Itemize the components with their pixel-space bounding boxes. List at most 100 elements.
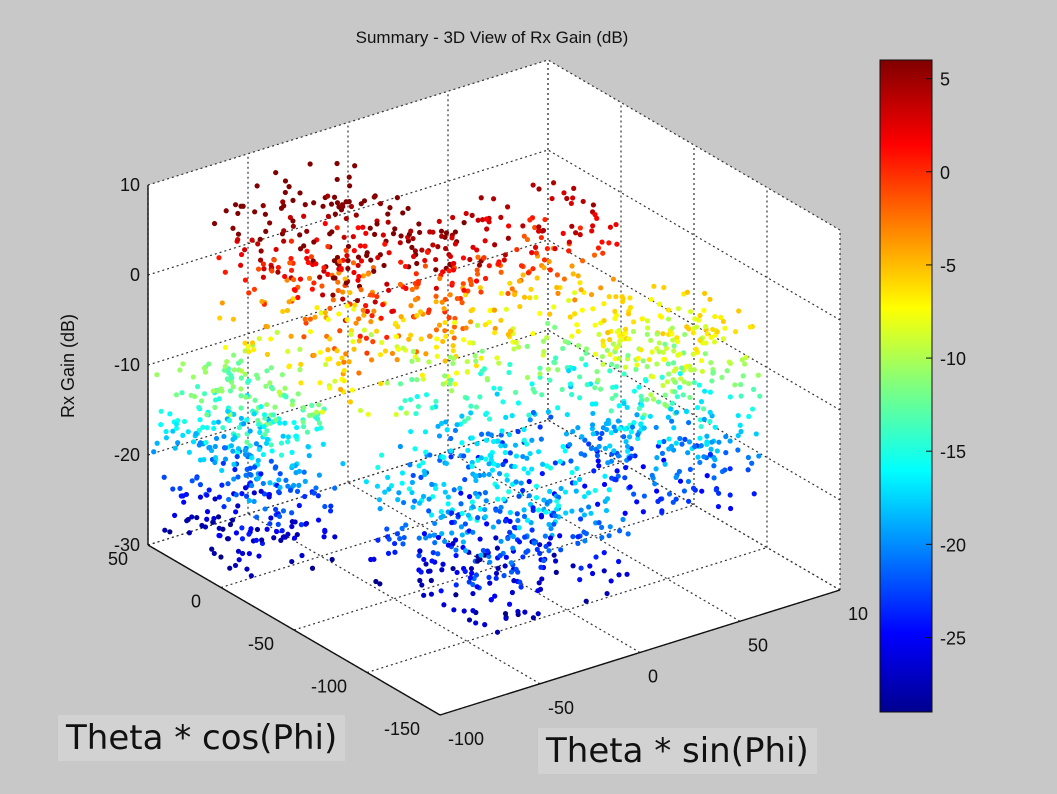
scatter-point xyxy=(591,468,597,474)
scatter-point xyxy=(204,509,211,515)
scatter-point xyxy=(238,358,244,364)
scatter-point xyxy=(361,312,367,318)
scatter-point xyxy=(606,294,612,300)
scatter-point xyxy=(327,336,333,342)
scatter-point xyxy=(536,186,542,192)
colorbar-ticks: 50-5-10-15-20-25 xyxy=(926,70,966,648)
scatter-point xyxy=(570,563,576,569)
scatter-point xyxy=(548,525,554,532)
scatter-point xyxy=(307,328,314,335)
scatter-point xyxy=(445,501,451,507)
scatter-point xyxy=(577,374,583,380)
scatter-point xyxy=(317,380,323,386)
scatter-point xyxy=(286,363,293,369)
scatter-point xyxy=(238,262,244,268)
scatter-point xyxy=(412,297,418,303)
x-tick-label: -150 xyxy=(384,719,420,739)
scatter-point xyxy=(260,451,266,458)
scatter-point xyxy=(537,424,543,430)
scatter-point xyxy=(470,590,476,597)
scatter-point xyxy=(557,458,563,465)
scatter-point xyxy=(414,260,420,267)
colorbar-tick-label: -10 xyxy=(940,349,966,369)
scatter-point xyxy=(230,384,236,390)
scatter-point xyxy=(708,446,714,452)
scatter-point xyxy=(742,361,748,367)
scatter-point xyxy=(533,294,539,300)
scatter-point xyxy=(638,347,644,353)
scatter-point xyxy=(230,225,236,231)
scatter-point xyxy=(303,520,310,527)
scatter-point xyxy=(257,257,264,263)
scatter-point xyxy=(409,489,415,496)
scatter-point xyxy=(263,228,269,235)
scatter-point xyxy=(718,314,724,320)
scatter-point xyxy=(294,424,300,431)
scatter-point xyxy=(221,367,228,373)
scatter-point xyxy=(571,365,577,372)
scatter-point xyxy=(676,468,683,475)
scatter-point xyxy=(397,536,403,542)
z-tick-label: 0 xyxy=(130,265,140,285)
scatter-point xyxy=(232,466,238,473)
scatter-point xyxy=(512,442,519,448)
scatter-point xyxy=(583,350,589,356)
scatter-point xyxy=(287,487,294,493)
scatter-point xyxy=(291,419,297,426)
scatter-point xyxy=(212,404,218,410)
scatter-point xyxy=(353,212,359,218)
scatter-point xyxy=(720,318,726,325)
scatter-point xyxy=(582,437,588,443)
scatter-point xyxy=(363,303,369,309)
scatter-point xyxy=(756,453,762,459)
scatter-point xyxy=(332,534,338,540)
scatter-point xyxy=(239,536,246,542)
scatter-point xyxy=(598,524,605,530)
scatter-point xyxy=(327,508,334,514)
scatter-point xyxy=(433,256,439,263)
scatter-point xyxy=(599,430,605,437)
scatter-point xyxy=(592,385,598,391)
scatter-point xyxy=(429,558,435,564)
scatter-point xyxy=(608,430,614,436)
scatter-point xyxy=(358,258,365,264)
scatter-point xyxy=(506,489,512,495)
scatter-point xyxy=(453,592,459,598)
scatter-point xyxy=(304,248,310,254)
scatter-point xyxy=(630,319,637,325)
scatter-point xyxy=(535,611,541,617)
scatter-point xyxy=(285,434,291,440)
scatter-point xyxy=(177,485,183,492)
scatter-point xyxy=(204,411,210,418)
scatter-point xyxy=(563,431,570,437)
scatter-point xyxy=(244,439,250,445)
z-tick-label: -10 xyxy=(114,355,140,375)
scatter-point xyxy=(340,461,346,467)
scatter-point xyxy=(738,393,744,399)
scatter-point xyxy=(357,407,364,414)
scatter-point xyxy=(541,497,547,503)
scatter-point xyxy=(564,411,570,418)
scatter-point xyxy=(557,533,563,539)
scatter-point xyxy=(552,246,558,252)
scatter-point xyxy=(732,382,738,388)
scatter-point xyxy=(606,487,612,493)
scatter-point xyxy=(500,399,506,405)
scatter-point xyxy=(358,201,364,207)
scatter-point xyxy=(577,577,583,583)
scatter-point xyxy=(598,285,604,291)
scatter-point xyxy=(431,532,437,538)
scatter-point xyxy=(647,413,653,419)
scatter-point xyxy=(541,257,548,263)
scatter-point xyxy=(360,273,366,279)
scatter-point xyxy=(677,384,683,390)
scatter-point xyxy=(505,235,511,241)
scatter-point xyxy=(419,372,426,378)
scatter-point xyxy=(494,545,500,551)
scatter-point xyxy=(586,504,592,510)
scatter-point xyxy=(707,296,713,302)
scatter-point xyxy=(432,520,438,527)
scatter-point xyxy=(690,351,696,357)
scatter-point xyxy=(613,221,619,228)
scatter-point xyxy=(396,490,402,496)
